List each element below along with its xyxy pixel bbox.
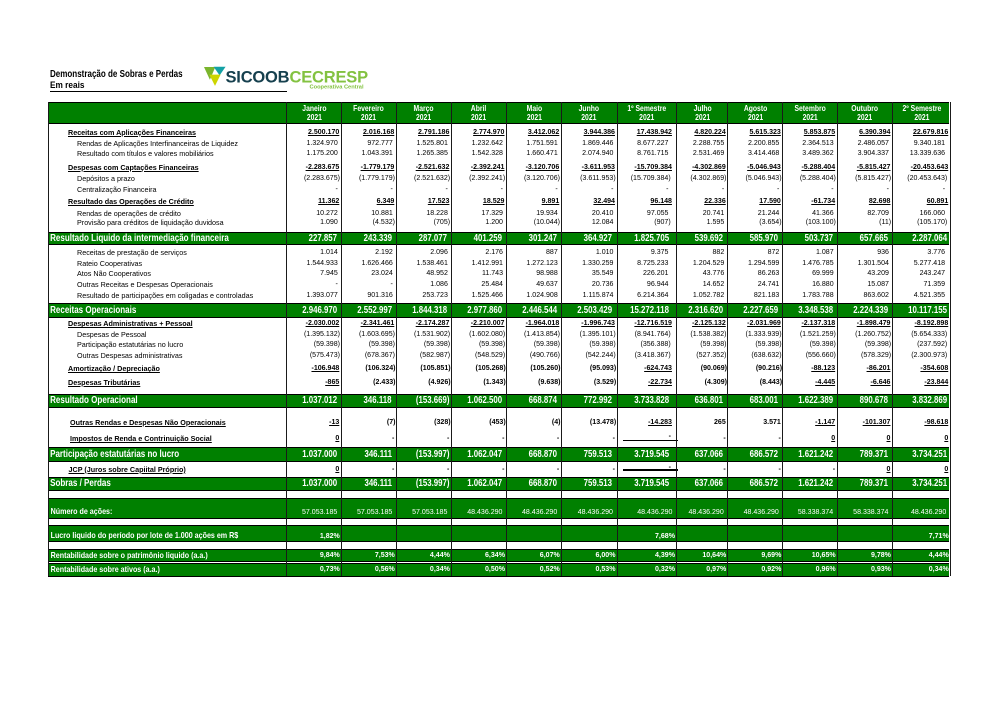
svg-text:Cooperativa Central: Cooperativa Central <box>310 84 364 90</box>
svg-text:SICOOB: SICOOB <box>226 69 290 87</box>
svg-text:CECRESP: CECRESP <box>290 69 369 87</box>
